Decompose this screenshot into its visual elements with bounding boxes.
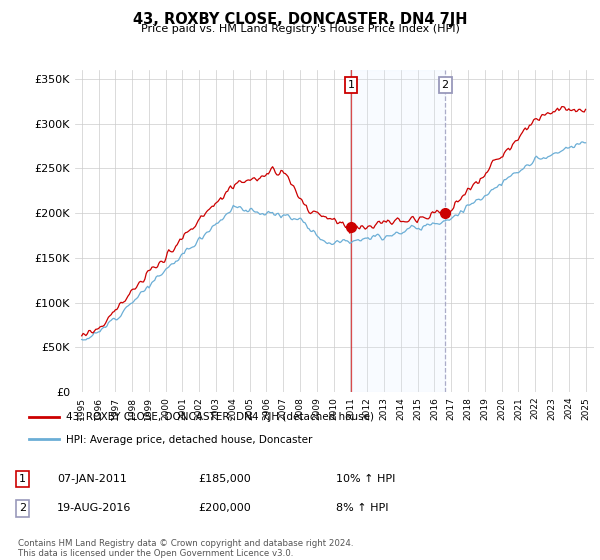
Text: 1: 1	[347, 80, 355, 90]
Text: 07-JAN-2011: 07-JAN-2011	[57, 474, 127, 484]
Text: 10% ↑ HPI: 10% ↑ HPI	[336, 474, 395, 484]
Text: 43, ROXBY CLOSE, DONCASTER, DN4 7JH (detached house): 43, ROXBY CLOSE, DONCASTER, DN4 7JH (det…	[67, 413, 374, 422]
Text: 19-AUG-2016: 19-AUG-2016	[57, 503, 131, 514]
Text: Contains HM Land Registry data © Crown copyright and database right 2024.
This d: Contains HM Land Registry data © Crown c…	[18, 539, 353, 558]
Text: HPI: Average price, detached house, Doncaster: HPI: Average price, detached house, Donc…	[67, 435, 313, 445]
Text: £200,000: £200,000	[198, 503, 251, 514]
Text: 2: 2	[19, 503, 26, 514]
Bar	[351, 70, 445, 392]
Text: £185,000: £185,000	[198, 474, 251, 484]
Text: 8% ↑ HPI: 8% ↑ HPI	[336, 503, 389, 514]
Text: 1: 1	[19, 474, 26, 484]
Text: Price paid vs. HM Land Registry's House Price Index (HPI): Price paid vs. HM Land Registry's House …	[140, 24, 460, 34]
Text: 43, ROXBY CLOSE, DONCASTER, DN4 7JH: 43, ROXBY CLOSE, DONCASTER, DN4 7JH	[133, 12, 467, 27]
Text: 2: 2	[442, 80, 449, 90]
